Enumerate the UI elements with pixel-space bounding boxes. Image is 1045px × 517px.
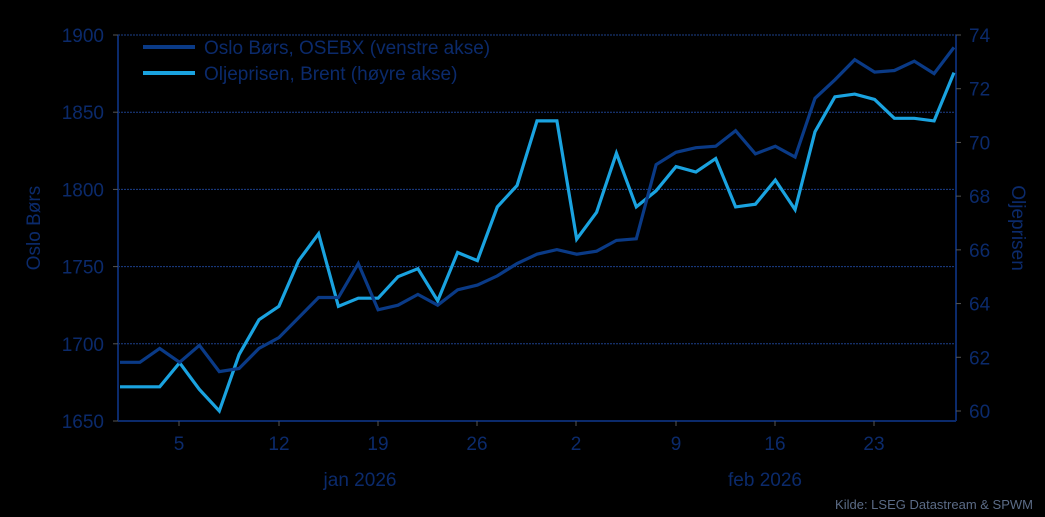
x-tick-label: 2 <box>571 434 582 455</box>
right-tick-label: 62 <box>969 348 990 369</box>
left-tick-label: 1850 <box>62 103 104 124</box>
legend: Oslo Børs, OSEBX (venstre akse) Oljepris… <box>143 38 490 85</box>
legend-label-osebx: Oslo Børs, OSEBX (venstre akse) <box>204 38 490 59</box>
gridlines <box>118 34 956 345</box>
x-axis-ticks: 5 12 19 26 2 9 16 23 <box>174 421 885 455</box>
x-tick-label: 26 <box>466 434 487 455</box>
right-tick-label: 74 <box>969 26 991 47</box>
left-axis-title: Oslo Børs <box>24 186 45 270</box>
brent-line <box>120 71 956 415</box>
osebx-line <box>120 46 956 374</box>
left-tick-label: 1800 <box>62 180 104 201</box>
left-tick-label: 1700 <box>62 335 104 356</box>
right-axis-ticks: 60 62 64 66 68 70 72 74 <box>956 26 991 423</box>
x-tick-label: 19 <box>367 434 388 455</box>
right-tick-label: 68 <box>969 187 990 208</box>
right-tick-label: 72 <box>969 80 990 101</box>
left-tick-label: 1750 <box>62 258 104 279</box>
right-tick-label: 70 <box>969 133 990 154</box>
source-note: Kilde: LSEG Datastream & SPWM <box>835 497 1033 512</box>
axes <box>117 35 957 422</box>
series-lines <box>120 46 956 415</box>
x-tick-label: 23 <box>863 434 884 455</box>
right-tick-label: 64 <box>969 295 991 316</box>
x-group-label-feb: feb 2026 <box>728 470 802 491</box>
left-tick-label: 1900 <box>62 26 104 47</box>
x-group-label-jan: jan 2026 <box>323 470 397 491</box>
left-tick-label: 1650 <box>62 412 104 433</box>
x-tick-label: 9 <box>671 434 682 455</box>
right-tick-label: 60 <box>969 402 990 423</box>
right-axis-title: Oljeprisen <box>1007 185 1028 271</box>
legend-label-brent: Oljeprisen, Brent (høyre akse) <box>204 64 457 85</box>
x-tick-label: 12 <box>268 434 289 455</box>
left-axis-ticks: 1650 1700 1750 1800 1850 1900 <box>62 26 118 433</box>
right-tick-label: 66 <box>969 241 990 262</box>
x-tick-label: 16 <box>764 434 785 455</box>
x-tick-label: 5 <box>174 434 185 455</box>
